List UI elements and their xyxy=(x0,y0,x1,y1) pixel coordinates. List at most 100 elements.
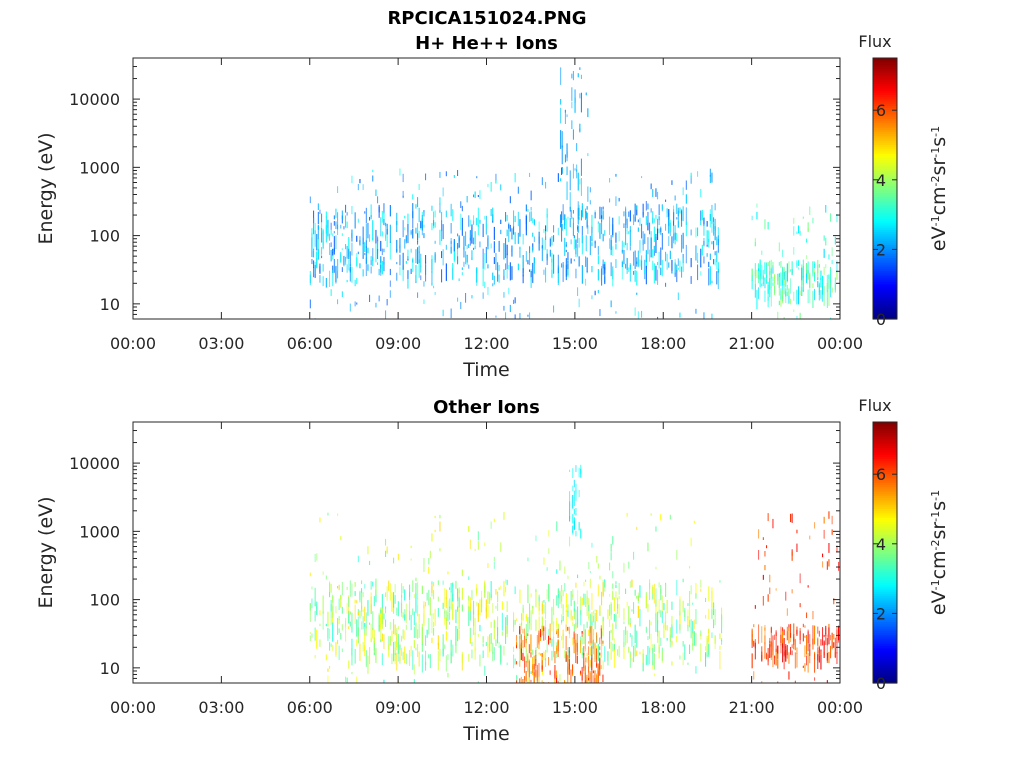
flux-streak xyxy=(369,216,371,221)
flux-streak xyxy=(708,644,710,657)
flux-streak xyxy=(586,657,588,663)
flux-streak xyxy=(575,639,577,647)
flux-streak xyxy=(351,242,353,256)
flux-streak xyxy=(442,602,444,609)
flux-streak xyxy=(490,622,492,628)
flux-streak xyxy=(425,262,427,282)
flux-streak xyxy=(564,154,566,163)
flux-streak xyxy=(679,599,681,615)
colorbar-swatch xyxy=(873,430,897,434)
flux-streak xyxy=(437,596,439,602)
colorbar-swatch xyxy=(873,129,897,133)
colorbar-swatch xyxy=(873,158,897,161)
flux-streak xyxy=(441,212,443,222)
colorbar-swatch xyxy=(873,77,897,81)
flux-streak xyxy=(823,286,825,306)
flux-streak xyxy=(666,208,668,218)
flux-streak xyxy=(618,595,620,600)
flux-streak xyxy=(535,619,537,631)
colorbar-swatch xyxy=(873,519,897,523)
flux-streak xyxy=(661,233,663,250)
flux-streak xyxy=(583,646,585,656)
flux-streak xyxy=(764,219,766,230)
flux-streak xyxy=(568,650,570,659)
flux-streak xyxy=(439,654,441,662)
flux-streak xyxy=(637,219,639,223)
flux-streak xyxy=(373,629,375,644)
flux-streak xyxy=(793,309,795,313)
flux-streak xyxy=(649,222,651,235)
flux-streak xyxy=(660,584,662,601)
flux-streak xyxy=(385,538,387,546)
flux-streak xyxy=(405,603,407,624)
flux-streak xyxy=(519,629,521,635)
flux-streak xyxy=(685,221,687,237)
flux-streak xyxy=(389,621,391,630)
flux-streak xyxy=(527,557,529,562)
flux-streak xyxy=(453,248,455,263)
flux-streak xyxy=(311,633,313,638)
flux-streak xyxy=(613,638,615,643)
flux-streak xyxy=(514,314,516,319)
flux-streak xyxy=(657,316,659,319)
flux-streak xyxy=(445,244,447,250)
flux-streak xyxy=(706,244,708,247)
flux-streak xyxy=(532,605,534,615)
flux-streak xyxy=(404,589,406,601)
flux-streak xyxy=(684,610,686,617)
flux-streak xyxy=(461,651,463,663)
flux-streak xyxy=(322,264,324,272)
flux-streak xyxy=(613,649,615,668)
flux-streak xyxy=(423,299,425,304)
flux-streak xyxy=(666,600,668,614)
flux-streak xyxy=(682,232,684,249)
flux-streak xyxy=(674,225,676,245)
flux-streak xyxy=(577,73,579,78)
flux-streak xyxy=(543,239,545,251)
flux-streak xyxy=(365,207,367,223)
flux-streak xyxy=(557,594,559,598)
flux-streak xyxy=(610,300,612,308)
flux-streak xyxy=(671,624,673,638)
flux-streak xyxy=(596,648,598,668)
flux-streak xyxy=(565,605,567,624)
flux-streak xyxy=(770,287,772,307)
flux-streak xyxy=(700,220,702,226)
colorbar-swatch xyxy=(873,452,897,456)
flux-streak xyxy=(820,651,822,655)
colorbar-swatch xyxy=(873,576,897,580)
flux-streak xyxy=(357,555,359,563)
flux-streak xyxy=(609,631,611,649)
flux-streak xyxy=(351,206,353,215)
flux-streak xyxy=(567,575,569,580)
flux-streak xyxy=(830,279,832,298)
flux-streak xyxy=(465,251,467,265)
flux-streak xyxy=(545,267,547,283)
flux-streak xyxy=(599,637,601,645)
flux-streak xyxy=(415,582,417,594)
colorbar-swatch xyxy=(873,192,897,196)
flux-streak xyxy=(412,194,414,200)
flux-streak xyxy=(482,266,484,269)
flux-streak xyxy=(437,635,439,646)
flux-streak xyxy=(565,609,567,613)
flux-streak xyxy=(612,571,614,579)
flux-streak xyxy=(572,589,574,600)
flux-streak xyxy=(615,173,617,177)
flux-streak xyxy=(782,289,784,304)
colorbar-swatch xyxy=(873,264,897,268)
flux-streak xyxy=(629,623,631,627)
colorbar-swatch xyxy=(873,268,897,272)
flux-streak xyxy=(465,231,467,246)
flux-streak xyxy=(711,213,713,233)
colorbar-swatch xyxy=(873,619,897,623)
flux-streak xyxy=(361,580,363,585)
flux-streak xyxy=(591,266,593,273)
flux-streak xyxy=(383,256,385,272)
colorbar-swatch xyxy=(873,674,897,678)
flux-streak xyxy=(482,267,484,287)
flux-streak xyxy=(468,264,470,269)
flux-streak xyxy=(564,566,566,574)
flux-streak xyxy=(791,650,793,656)
flux-streak xyxy=(529,172,531,177)
